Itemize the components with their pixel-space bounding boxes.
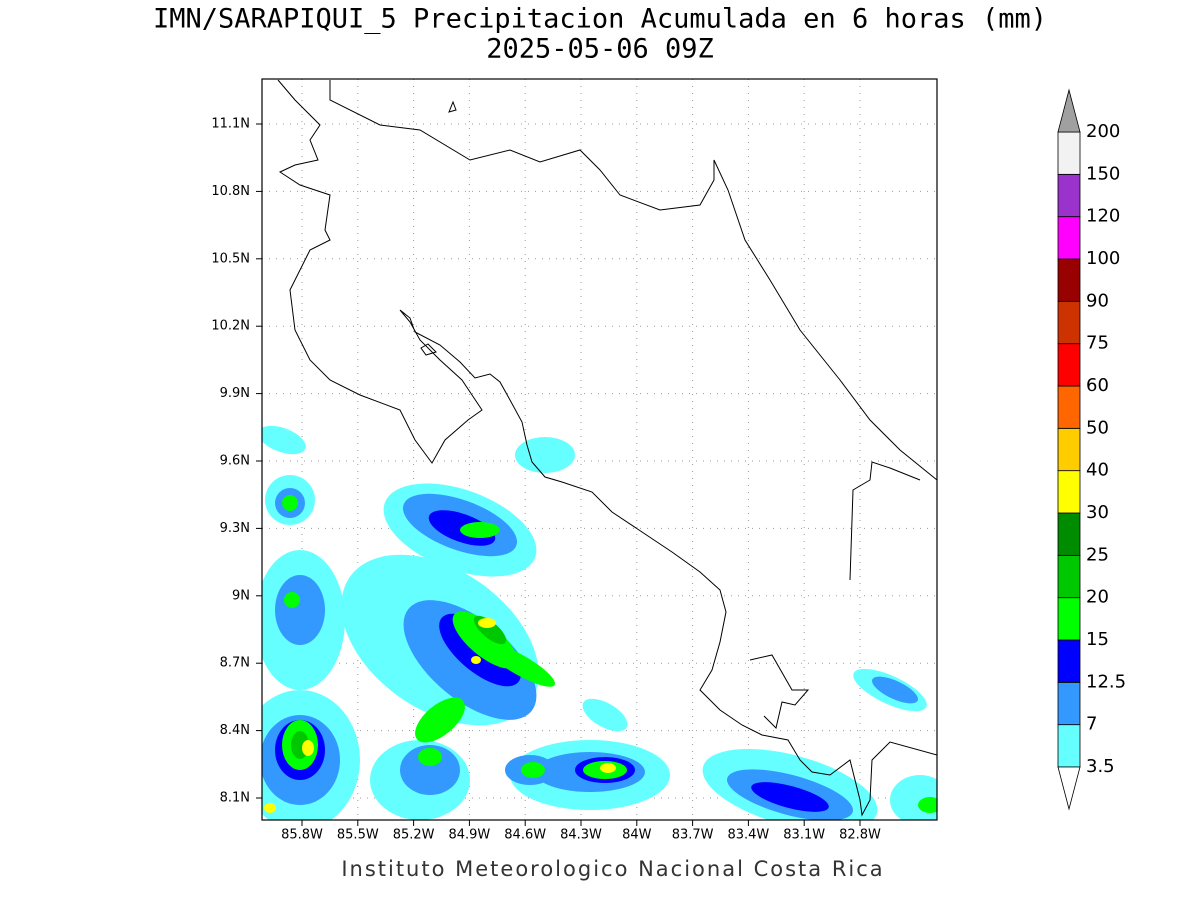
lon-label: 84W — [622, 828, 652, 843]
colorbar-label: 120 — [1086, 206, 1120, 227]
colorbar-label: 40 — [1086, 460, 1109, 481]
colorbar-label: 200 — [1086, 121, 1120, 142]
colorbar-label: 30 — [1086, 502, 1109, 523]
lat-label: 8.4N — [220, 723, 250, 738]
footer: Instituto Meteorologico Nacional Costa R… — [341, 857, 884, 881]
colorbar-swatch — [1057, 597, 1081, 641]
colorbar-swatch — [1057, 724, 1081, 768]
colorbar-swatch — [1057, 131, 1081, 175]
lat-label: 9N — [232, 588, 250, 603]
colorbar-swatch — [1057, 470, 1081, 514]
lat-label: 10.2N — [211, 319, 250, 334]
colorbar-swatch — [1057, 216, 1081, 260]
coastline — [277, 79, 937, 817]
colorbar-swatch — [1057, 300, 1081, 345]
colorbar-swatch — [1057, 343, 1081, 387]
lon-label: 83.1W — [783, 828, 825, 843]
lat-label: 8.7N — [220, 656, 250, 671]
colorbar-swatch — [1057, 427, 1081, 472]
map-frame — [261, 78, 938, 821]
lon-label: 85.2W — [393, 828, 435, 843]
colorbar-swatch — [1057, 639, 1081, 683]
colorbar-label: 100 — [1086, 248, 1120, 269]
title: IMN/SARAPIQUI_5 Precipitacion Acumulada … — [153, 4, 1047, 35]
colorbar-swatch — [1057, 173, 1081, 218]
colorbar: 3.5 7 12.5 15 20 25 30 40 50 60 75 90 100 120 150 200 — [1057, 88, 1126, 811]
lon-label: 85.8W — [281, 828, 323, 843]
lat-label: 10.5N — [211, 251, 250, 266]
colorbar-swatch — [1057, 258, 1081, 302]
colorbar-label: 12.5 — [1086, 671, 1126, 692]
lat-label: 9.6N — [220, 454, 250, 469]
colorbar-label: 3.5 — [1086, 756, 1115, 777]
colorbar-swatch — [1057, 681, 1081, 726]
colorbar-over — [1057, 88, 1081, 133]
colorbar-label: 90 — [1086, 290, 1109, 311]
precipitation — [262, 425, 937, 820]
axis-labels: 11.1N 10.8N 10.5N 10.2N 9.9N 9.6N 9.3N 9N 8.7N 8.… — [211, 117, 881, 843]
lat-label: 8.1N — [220, 791, 250, 806]
lat-label: 9.9N — [220, 386, 250, 401]
subtitle: 2025-05-06 09Z — [486, 34, 714, 65]
lon-label: 84.6W — [504, 828, 546, 843]
colorbar-label: 20 — [1086, 587, 1109, 608]
colorbar-label: 15 — [1086, 629, 1109, 650]
lon-label: 84.9W — [448, 828, 490, 843]
colorbar-swatch — [1057, 512, 1081, 556]
colorbar-swatch — [1057, 554, 1081, 599]
colorbar-label: 7 — [1086, 714, 1097, 735]
lon-label: 83.4W — [727, 828, 769, 843]
lat-label: 10.8N — [211, 184, 250, 199]
colorbar-label: 150 — [1086, 163, 1120, 184]
colorbar-label: 25 — [1086, 544, 1109, 565]
colorbar-label: 60 — [1086, 375, 1109, 396]
colorbar-label: 50 — [1086, 417, 1109, 438]
colorbar-swatch — [1057, 385, 1081, 429]
lon-label: 82.8W — [839, 828, 881, 843]
lat-label: 9.3N — [220, 521, 250, 536]
colorbar-under — [1057, 766, 1081, 811]
lon-label: 85.5W — [337, 828, 379, 843]
colorbar-label: 75 — [1086, 333, 1109, 354]
lon-label: 84.3W — [560, 828, 602, 843]
lat-label: 11.1N — [211, 117, 250, 132]
lon-label: 83.7W — [672, 828, 714, 843]
